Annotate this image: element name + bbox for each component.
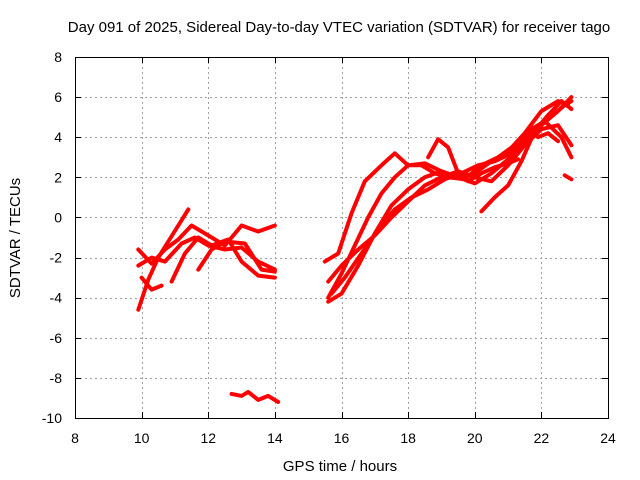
- y-tick-labels: -10 -8 -6 -4 -2 0 2 4 6 8: [42, 49, 62, 426]
- x-tick-label: 24: [600, 430, 616, 446]
- series-line-15: [536, 131, 560, 144]
- axis-ticks: [75, 57, 609, 419]
- y-tick-label: -2: [50, 250, 63, 266]
- series-line-7: [229, 389, 281, 404]
- x-axis-label: GPS time / hours: [283, 458, 397, 475]
- grid-lines: [75, 57, 608, 418]
- y-tick-label: -4: [50, 290, 63, 306]
- data-series: [136, 95, 574, 404]
- y-axis-label: SDTVAR / TECUs: [7, 178, 24, 298]
- series-line-16: [562, 173, 574, 182]
- x-tick-labels: 8 10 12 14 16 18 20 22 24: [71, 430, 616, 446]
- y-tick-label: 2: [54, 169, 62, 185]
- x-tick-label: 12: [200, 430, 216, 446]
- x-tick-label: 20: [467, 430, 483, 446]
- series-line-12: [329, 119, 574, 296]
- y-tick-label: 0: [54, 209, 62, 225]
- y-tick-label: 4: [54, 129, 62, 145]
- y-tick-label: 8: [54, 49, 62, 65]
- x-tick-label: 22: [534, 430, 550, 446]
- x-tick-label: 10: [134, 430, 150, 446]
- x-tick-label: 18: [400, 430, 416, 446]
- y-tick-label: -6: [50, 330, 63, 346]
- series-line-4: [139, 275, 164, 292]
- series-line-8: [322, 99, 570, 264]
- y-tick-label: -8: [50, 370, 63, 386]
- series-line-13: [426, 137, 521, 184]
- x-tick-label: 8: [71, 430, 79, 446]
- y-tick-label: -10: [42, 410, 62, 426]
- x-tick-label: 16: [334, 430, 350, 446]
- y-tick-label: 6: [54, 89, 62, 105]
- chart-title: Day 091 of 2025, Sidereal Day-to-day VTE…: [68, 19, 610, 36]
- series-line-2: [136, 223, 277, 266]
- series-line-14: [479, 99, 574, 214]
- series-line-6: [196, 239, 277, 274]
- x-tick-label: 14: [267, 430, 283, 446]
